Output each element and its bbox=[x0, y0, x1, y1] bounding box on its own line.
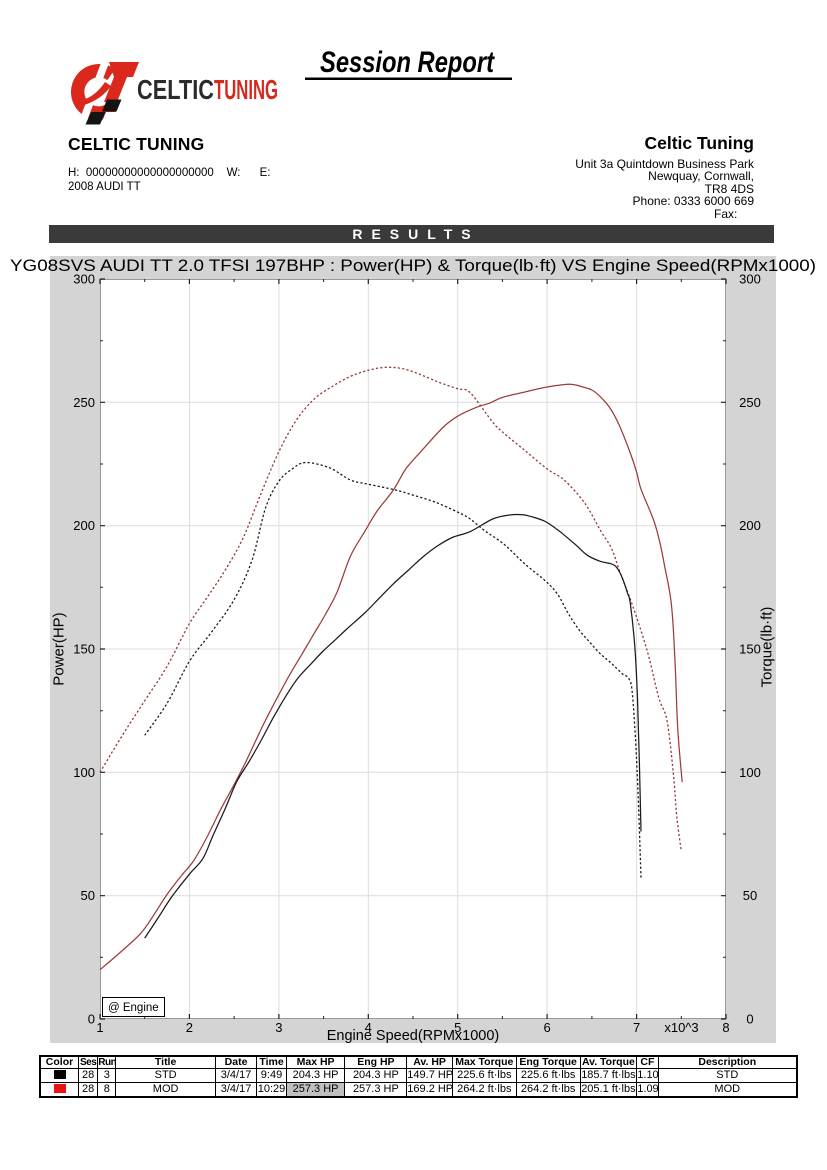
svg-text:8: 8 bbox=[722, 1020, 729, 1035]
svg-text:Torque(lb·ft): Torque(lb·ft) bbox=[759, 607, 776, 688]
svg-text:TUNING: TUNING bbox=[214, 74, 278, 105]
svg-text:7: 7 bbox=[633, 1020, 640, 1035]
svg-text:x10^3: x10^3 bbox=[664, 1020, 698, 1035]
svg-text:50: 50 bbox=[743, 888, 757, 903]
svg-text:Session Report: Session Report bbox=[320, 46, 496, 79]
svg-text:300: 300 bbox=[739, 272, 761, 287]
svg-text:150: 150 bbox=[739, 642, 761, 657]
svg-text:@ Engine: @ Engine bbox=[108, 1002, 159, 1014]
svg-text:300: 300 bbox=[73, 272, 95, 287]
svg-text:150: 150 bbox=[73, 642, 95, 657]
svg-text:Power(HP): Power(HP) bbox=[51, 612, 68, 685]
svg-text:2: 2 bbox=[186, 1020, 193, 1035]
svg-text:YG08SVS AUDI TT 2.0 TFSI 197BH: YG08SVS AUDI TT 2.0 TFSI 197BHP : Power(… bbox=[10, 256, 816, 275]
svg-text:6: 6 bbox=[543, 1020, 550, 1035]
svg-text:100: 100 bbox=[739, 765, 761, 780]
svg-text:CELTIC: CELTIC bbox=[137, 74, 214, 105]
svg-text:Engine Speed(RPMx1000): Engine Speed(RPMx1000) bbox=[327, 1028, 500, 1044]
svg-text:200: 200 bbox=[739, 518, 761, 533]
svg-text:250: 250 bbox=[739, 395, 761, 410]
svg-text:100: 100 bbox=[73, 765, 95, 780]
svg-text:4: 4 bbox=[365, 1020, 372, 1035]
svg-text:50: 50 bbox=[81, 888, 95, 903]
svg-text:1: 1 bbox=[96, 1020, 103, 1035]
svg-text:3: 3 bbox=[275, 1020, 282, 1035]
svg-text:0: 0 bbox=[746, 1012, 753, 1027]
svg-text:5: 5 bbox=[454, 1020, 461, 1035]
svg-text:0: 0 bbox=[88, 1012, 95, 1027]
svg-text:250: 250 bbox=[73, 395, 95, 410]
svg-text:200: 200 bbox=[73, 518, 95, 533]
